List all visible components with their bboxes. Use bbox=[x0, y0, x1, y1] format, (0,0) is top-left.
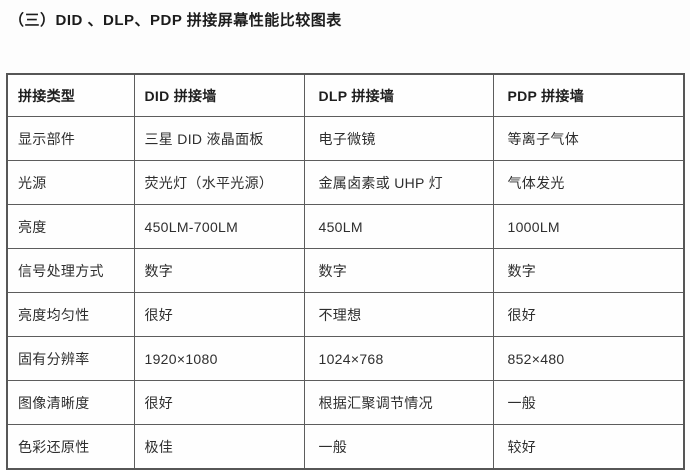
comparison-table: 拼接类型 DID 拼接墙 DLP 拼接墙 PDP 拼接墙 显示部件 三星 DID… bbox=[6, 73, 685, 470]
data-cell: 数字 bbox=[492, 248, 685, 293]
table-header-row: 拼接类型 DID 拼接墙 DLP 拼接墙 PDP 拼接墙 bbox=[6, 73, 685, 117]
header-cell-type: 拼接类型 bbox=[6, 73, 135, 117]
data-cell: 450LM bbox=[303, 204, 494, 249]
page-title: （三）DID 、DLP、PDP 拼接屏幕性能比较图表 bbox=[9, 12, 342, 29]
row-label-cell: 亮度均匀性 bbox=[6, 292, 135, 337]
data-cell: 荧光灯（水平光源） bbox=[133, 160, 305, 205]
row-label-cell: 色彩还原性 bbox=[6, 424, 135, 470]
table-row: 图像清晰度 很好 根据汇聚调节情况 一般 bbox=[6, 380, 685, 425]
data-cell: 很好 bbox=[133, 380, 305, 425]
data-cell: 电子微镜 bbox=[303, 116, 494, 161]
data-cell: 1000LM bbox=[492, 204, 685, 249]
data-cell: 根据汇聚调节情况 bbox=[303, 380, 494, 425]
table-row: 信号处理方式 数字 数字 数字 bbox=[6, 248, 685, 293]
data-cell: 一般 bbox=[492, 380, 685, 425]
table-row: 固有分辨率 1920×1080 1024×768 852×480 bbox=[6, 336, 685, 381]
data-cell: 极佳 bbox=[133, 424, 305, 470]
header-cell-dlp: DLP 拼接墙 bbox=[303, 73, 494, 117]
table-row: 显示部件 三星 DID 液晶面板 电子微镜 等离子气体 bbox=[6, 116, 685, 161]
data-cell: 较好 bbox=[492, 424, 685, 470]
data-cell: 等离子气体 bbox=[492, 116, 685, 161]
data-cell: 不理想 bbox=[303, 292, 494, 337]
row-label-cell: 固有分辨率 bbox=[6, 336, 135, 381]
data-cell: 金属卤素或 UHP 灯 bbox=[303, 160, 494, 205]
table-row: 亮度均匀性 很好 不理想 很好 bbox=[6, 292, 685, 337]
table-row: 光源 荧光灯（水平光源） 金属卤素或 UHP 灯 气体发光 bbox=[6, 160, 685, 205]
row-label-cell: 亮度 bbox=[6, 204, 135, 249]
data-cell: 1024×768 bbox=[303, 336, 494, 381]
data-cell: 852×480 bbox=[492, 336, 685, 381]
data-cell: 一般 bbox=[303, 424, 494, 470]
data-cell: 三星 DID 液晶面板 bbox=[133, 116, 305, 161]
header-cell-did: DID 拼接墙 bbox=[133, 73, 305, 117]
data-cell: 很好 bbox=[492, 292, 685, 337]
data-cell: 1920×1080 bbox=[133, 336, 305, 381]
data-cell: 很好 bbox=[133, 292, 305, 337]
row-label-cell: 光源 bbox=[6, 160, 135, 205]
data-cell: 数字 bbox=[133, 248, 305, 293]
data-cell: 450LM-700LM bbox=[133, 204, 305, 249]
data-cell: 数字 bbox=[303, 248, 494, 293]
data-cell: 气体发光 bbox=[492, 160, 685, 205]
row-label-cell: 图像清晰度 bbox=[6, 380, 135, 425]
row-label-cell: 显示部件 bbox=[6, 116, 135, 161]
table-row: 色彩还原性 极佳 一般 较好 bbox=[6, 424, 685, 470]
header-cell-pdp: PDP 拼接墙 bbox=[492, 73, 685, 117]
table-row: 亮度 450LM-700LM 450LM 1000LM bbox=[6, 204, 685, 249]
row-label-cell: 信号处理方式 bbox=[6, 248, 135, 293]
